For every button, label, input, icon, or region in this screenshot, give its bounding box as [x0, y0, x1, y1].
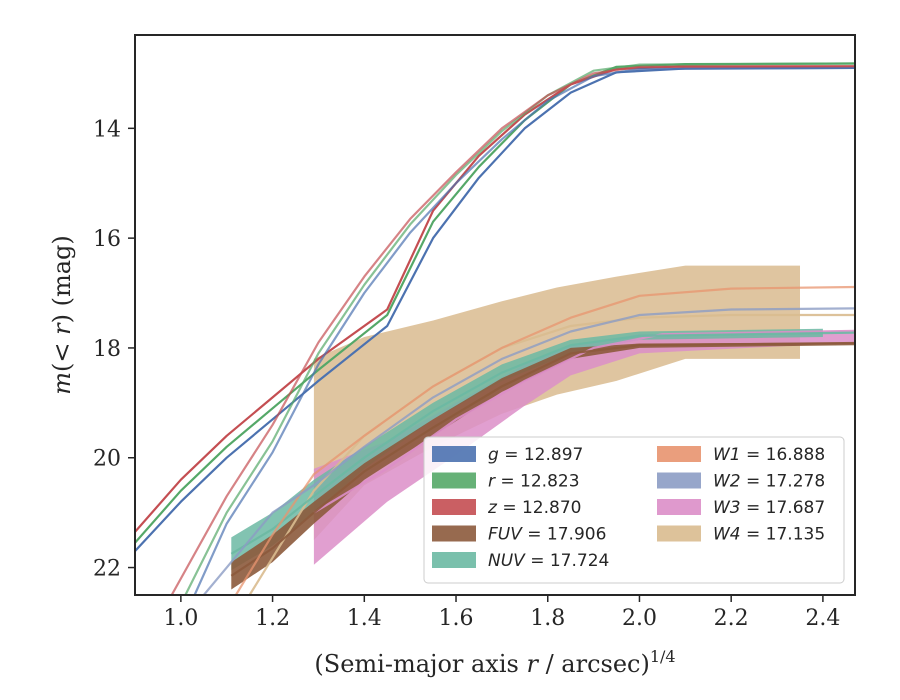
legend-swatch-fuv [432, 525, 476, 542]
legend-label-z: z = 12.870 [487, 498, 581, 518]
legend-box [423, 436, 845, 584]
line-w3 [313, 329, 855, 514]
x-tick-label: 1.6 [439, 606, 474, 631]
band-w3 [313, 331, 855, 565]
y-tick-label: 22 [93, 557, 121, 582]
y-tick-label: 20 [93, 447, 121, 472]
y-tick-label: 14 [93, 117, 121, 142]
legend: g = 12.897 r = 12.823 z = 12.870 FUV = 17.9… [423, 436, 845, 584]
legend-swatch-w4 [657, 525, 701, 542]
legend-label-w1: W1 = 16.888 [713, 445, 825, 465]
legend-swatch-nuv [432, 552, 476, 568]
legend-label-w4: W4 = 17.135 [713, 525, 825, 545]
line-w1 [234, 285, 855, 595]
x-tick-label: 2.2 [714, 606, 749, 631]
x-tick-label: 1.0 [163, 606, 198, 631]
legend-swatch-r [432, 472, 476, 489]
line-z-model [170, 65, 855, 595]
y-tick-label: 18 [93, 337, 121, 362]
legend-swatch-g [432, 446, 476, 462]
x-tick-label: 2.4 [805, 606, 840, 631]
legend-label-nuv: NUV = 17.724 [488, 551, 609, 571]
legend-swatch-w3 [657, 499, 701, 515]
line-g-model [193, 66, 855, 595]
legend-label-fuv: FUV = 17.906 [488, 525, 606, 545]
x-tick-label: 1.2 [255, 606, 290, 631]
x-axis-title: (Semi-major axis r / arcsec)1/4 [314, 647, 675, 678]
x-tick-label: 1.8 [530, 606, 565, 631]
line-r-model [184, 62, 855, 595]
x-tick-label: 2.0 [622, 606, 657, 631]
line-fuv [230, 341, 855, 577]
legend-swatch-z [432, 499, 476, 515]
x-tick-label: 1.4 [347, 606, 382, 631]
y-axis-title: m(< r) (mag) [48, 235, 76, 395]
legend-label-g: g = 12.897 [488, 445, 583, 465]
legend-swatch-w2 [657, 472, 701, 489]
legend-label-w3: W3 = 17.687 [713, 498, 825, 518]
legend-label-w2: W2 = 17.278 [713, 472, 825, 492]
y-tick-label: 16 [93, 227, 121, 252]
line-w2 [202, 307, 855, 595]
plot-frame [134, 34, 856, 596]
legend-swatch-w1 [657, 446, 701, 462]
line-nuv [230, 331, 855, 555]
legend-label-r: r = 12.823 [488, 472, 580, 492]
